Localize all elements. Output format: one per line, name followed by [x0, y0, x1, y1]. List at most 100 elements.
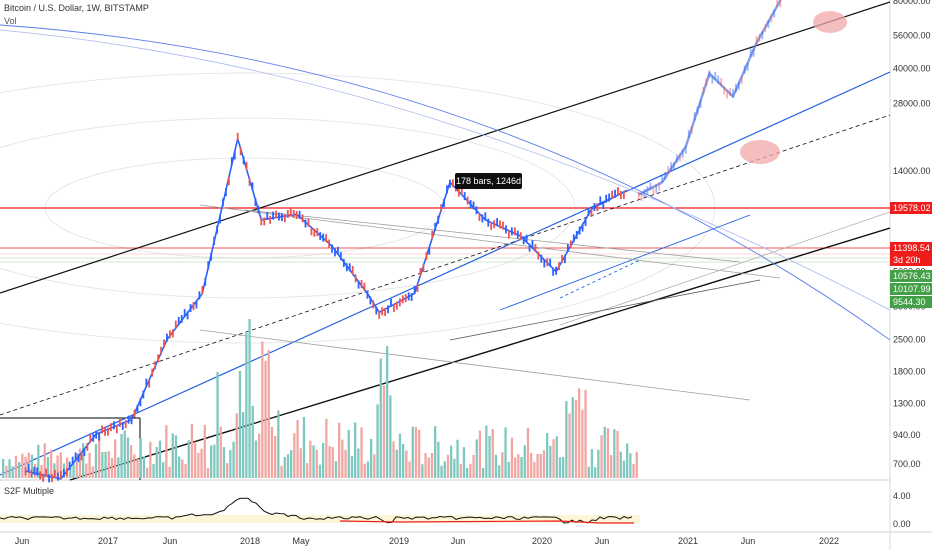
price-candle — [416, 284, 419, 293]
price-candle — [104, 427, 106, 436]
volume-bar — [386, 346, 389, 478]
chart-title: Bitcoin / U.S. Dollar, 1W, BITSTAMP — [4, 3, 149, 13]
volume-bar — [238, 370, 242, 478]
price-candle — [354, 274, 357, 283]
price-candle — [121, 421, 124, 430]
price-candle — [740, 76, 743, 85]
price-candle — [45, 468, 47, 477]
price-tick-label: 700.00 — [893, 459, 921, 469]
price-candle — [163, 339, 165, 348]
price-badge-label: 11398.54 — [893, 243, 930, 253]
volume-bar — [581, 409, 584, 478]
price-candle — [331, 244, 333, 253]
volume-bar — [56, 455, 59, 478]
volume-bar — [261, 341, 264, 478]
price-badges: 19578.02 11398.54 3d 20h 10576.43 10107.99 95… — [890, 202, 932, 308]
volume-bar — [574, 400, 578, 478]
volume-bar — [494, 454, 498, 478]
price-candle — [696, 106, 699, 115]
price-candle — [154, 361, 157, 370]
price-candle — [319, 232, 322, 241]
price-series[interactable] — [24, 0, 816, 483]
price-candle — [381, 307, 384, 316]
time-axis[interactable]: Jun 2017 Jun 2018 May 2019 Jun 2020 Jun 2021 Jun 20… — [15, 536, 839, 546]
volume-bar — [523, 445, 526, 478]
price-candle — [189, 304, 192, 313]
price-tick-label: 1800.00 — [893, 367, 926, 377]
price-candle — [622, 190, 625, 199]
price-candle — [33, 466, 36, 475]
price-candle — [387, 305, 389, 314]
price-badge-label: 3d 20h — [893, 255, 921, 265]
price-candle — [65, 468, 68, 477]
volume-bar — [78, 448, 82, 478]
volume-bar — [395, 449, 398, 478]
volume-bar — [491, 428, 494, 478]
volume-bar — [37, 444, 40, 478]
volume-bar — [219, 426, 222, 478]
price-candle — [575, 230, 578, 239]
volume-bar — [283, 457, 286, 478]
volume-bar — [133, 454, 136, 478]
volume-bar — [357, 448, 360, 478]
price-candle — [62, 468, 65, 477]
price-candle — [684, 145, 687, 154]
volume-bar — [334, 461, 338, 478]
price-candle — [752, 48, 755, 57]
price-badge-label: 10576.43 — [893, 271, 931, 281]
price-candle — [681, 149, 684, 158]
price-line-projection[interactable] — [638, 0, 816, 196]
price-candle — [469, 199, 472, 208]
s2f-line — [0, 497, 633, 524]
price-candle — [732, 88, 734, 97]
price-candle — [419, 267, 422, 276]
price-candle — [475, 206, 478, 215]
price-candle — [210, 252, 213, 261]
volume-bar — [203, 424, 206, 478]
price-tick-label: 940.00 — [893, 430, 921, 440]
price-candle — [304, 219, 307, 228]
volume-bars — [2, 319, 638, 478]
volume-bar — [594, 467, 597, 478]
volume-bar — [149, 441, 152, 478]
price-candle — [481, 214, 484, 223]
volume-bar — [293, 433, 296, 478]
highlight-mid — [740, 140, 780, 164]
price-candle — [534, 244, 537, 253]
price-candle — [404, 294, 407, 303]
volume-bar — [584, 389, 587, 478]
volume-bar — [475, 439, 478, 478]
price-candle — [678, 153, 681, 162]
trendlines[interactable] — [0, 1, 891, 481]
volume-bar — [59, 452, 62, 478]
time-tick-label: Jun — [163, 536, 178, 546]
price-candle — [363, 282, 366, 291]
price-candle — [587, 208, 590, 217]
volume-bar — [402, 443, 405, 478]
volume-bar — [546, 433, 549, 478]
price-candle — [207, 261, 210, 270]
price-candle — [431, 230, 434, 239]
price-candle — [690, 126, 693, 135]
volume-bar — [315, 449, 318, 478]
price-candle — [251, 182, 254, 191]
time-tick-label: Jun — [451, 536, 466, 546]
price-candle — [325, 234, 328, 243]
price-candle — [275, 210, 277, 219]
volume-bar — [542, 450, 546, 478]
price-candle — [729, 88, 731, 97]
volume-bar — [510, 437, 514, 478]
volume-bar — [440, 465, 443, 478]
volume-bar — [501, 452, 504, 478]
price-candle — [705, 78, 708, 87]
volume-bar — [235, 413, 238, 478]
volume-bar — [245, 332, 248, 478]
volume-bar — [421, 464, 424, 478]
price-candle — [457, 188, 460, 197]
volume-bar — [350, 456, 354, 478]
volume-bar — [75, 453, 78, 478]
price-candle — [502, 221, 504, 230]
volume-bar — [424, 453, 427, 478]
price-candle — [764, 24, 767, 33]
